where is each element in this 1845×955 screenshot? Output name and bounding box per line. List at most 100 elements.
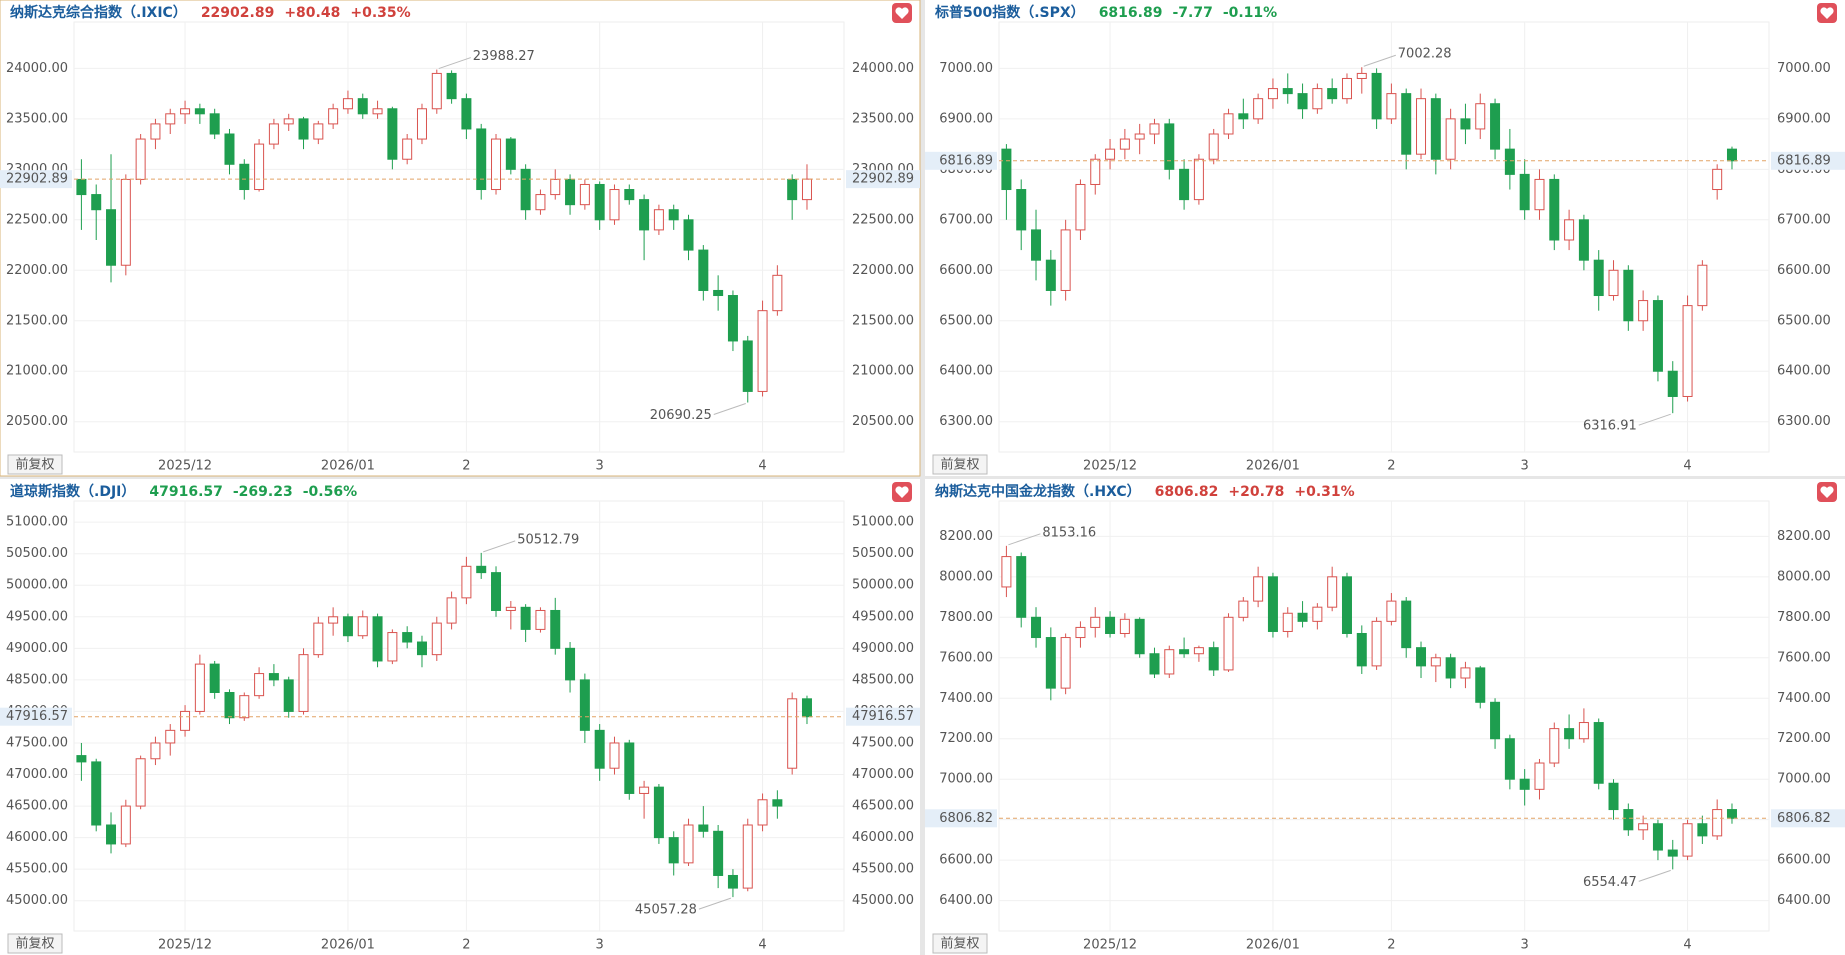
candle-body bbox=[727, 874, 738, 889]
candle-body bbox=[683, 824, 694, 864]
candle-body bbox=[1608, 782, 1619, 811]
chart-title: 纳斯达克中国金龙指数（.HXC） bbox=[935, 483, 1141, 500]
favorite-button[interactable] bbox=[1817, 3, 1837, 23]
candle-body bbox=[668, 837, 679, 864]
y-tick-label-right: 51000.00 bbox=[852, 515, 914, 530]
candle-body bbox=[1297, 612, 1308, 622]
chart-header: 纳斯达克综合指数（.IXIC） 22902.89 +80.48 +0.35% bbox=[10, 4, 411, 21]
candle-body bbox=[372, 616, 383, 662]
last-price-label-right: 22902.89 bbox=[852, 172, 914, 187]
candle-body bbox=[1608, 269, 1619, 297]
candle-body bbox=[357, 616, 368, 637]
candle-body bbox=[742, 340, 753, 392]
candle-body bbox=[1638, 300, 1649, 322]
adjust-button[interactable] bbox=[7, 933, 63, 954]
candle-body bbox=[328, 616, 339, 624]
candle-body bbox=[550, 178, 561, 196]
y-tick-label-left: 7000.00 bbox=[939, 61, 993, 76]
candle-body bbox=[698, 249, 709, 291]
candle-body bbox=[742, 824, 753, 889]
candle-body bbox=[194, 108, 205, 115]
candle-body bbox=[1075, 183, 1086, 231]
candle-body bbox=[1726, 148, 1737, 162]
x-tick-label: 4 bbox=[1683, 459, 1691, 474]
max-label: 8153.16 bbox=[1042, 525, 1096, 540]
header-last: 47916.57 bbox=[149, 484, 223, 500]
favorite-button[interactable] bbox=[892, 482, 912, 502]
candle-body bbox=[1031, 616, 1042, 639]
y-tick-label-left: 6600.00 bbox=[939, 263, 993, 278]
header-change: -269.23 bbox=[233, 484, 293, 500]
header-change-pct: -0.56% bbox=[303, 484, 357, 500]
candle-body bbox=[1179, 649, 1190, 655]
candle-body bbox=[535, 194, 546, 211]
candle-body bbox=[165, 113, 176, 125]
candle-body bbox=[1179, 168, 1190, 201]
candle-body bbox=[550, 609, 561, 649]
y-tick-label-left: 21000.00 bbox=[6, 364, 68, 379]
y-tick-label-left: 45000.00 bbox=[6, 893, 68, 908]
candle-body bbox=[594, 183, 605, 221]
last-price-label-left: 22902.89 bbox=[6, 172, 68, 187]
y-tick-label-right: 20500.00 bbox=[852, 414, 914, 429]
candle-body bbox=[624, 742, 635, 794]
candle-body bbox=[1475, 667, 1486, 703]
candle-body bbox=[1253, 576, 1264, 602]
candle-body bbox=[1223, 616, 1234, 671]
candle-body bbox=[1534, 762, 1545, 790]
max-leader bbox=[1008, 533, 1041, 546]
candle-body bbox=[1282, 612, 1293, 632]
candle-body bbox=[1060, 229, 1071, 291]
candle-body bbox=[757, 799, 768, 826]
y-tick-label-left: 22000.00 bbox=[6, 263, 68, 278]
y-tick-label-right: 21000.00 bbox=[852, 364, 914, 379]
candle-body bbox=[1564, 219, 1575, 241]
candle-body bbox=[239, 695, 250, 719]
candle-body bbox=[283, 118, 294, 125]
y-tick-label-right: 6600.00 bbox=[1777, 853, 1831, 868]
candle-body bbox=[520, 168, 531, 211]
header-last: 6816.89 bbox=[1099, 5, 1163, 21]
candle-body bbox=[1534, 178, 1545, 211]
candle-body bbox=[1519, 173, 1530, 211]
candle-body bbox=[639, 786, 650, 794]
candle-body bbox=[520, 606, 531, 630]
adjust-button[interactable] bbox=[932, 933, 988, 954]
candle-body bbox=[91, 761, 102, 826]
candle-body bbox=[224, 692, 235, 719]
candle-body bbox=[209, 113, 220, 135]
candle-body bbox=[1460, 667, 1471, 679]
adjust-button[interactable] bbox=[932, 454, 988, 475]
candle-body bbox=[624, 189, 635, 201]
max-leader bbox=[483, 540, 516, 553]
favorite-button[interactable] bbox=[892, 3, 912, 23]
candle-body bbox=[194, 663, 205, 712]
max-label: 7002.28 bbox=[1398, 47, 1452, 62]
candle-body bbox=[1090, 616, 1101, 628]
candle-body bbox=[1578, 219, 1589, 261]
y-tick-label-left: 22500.00 bbox=[6, 212, 68, 227]
candle-body bbox=[1016, 189, 1027, 231]
x-tick-label: 3 bbox=[596, 938, 604, 953]
x-tick-label: 2 bbox=[1387, 938, 1395, 953]
y-tick-label-left: 46500.00 bbox=[6, 799, 68, 814]
candle-body bbox=[254, 143, 265, 191]
adjust-button[interactable] bbox=[7, 454, 63, 475]
y-tick-label-left: 6300.00 bbox=[939, 414, 993, 429]
y-tick-label-right: 45500.00 bbox=[852, 862, 914, 877]
candle-body bbox=[609, 742, 620, 769]
favorite-button[interactable] bbox=[1817, 482, 1837, 502]
candle-body bbox=[1016, 556, 1027, 618]
candle-body bbox=[1134, 133, 1145, 140]
candle-body bbox=[135, 138, 146, 180]
last-price-box-right bbox=[1771, 151, 1845, 170]
y-tick-label-left: 7200.00 bbox=[939, 731, 993, 746]
y-tick-label-right: 21500.00 bbox=[852, 313, 914, 328]
x-tick-label: 3 bbox=[596, 459, 604, 474]
candle-body bbox=[1490, 103, 1501, 150]
candle-body bbox=[150, 742, 161, 760]
last-price-label-left: 47916.57 bbox=[6, 709, 68, 724]
candle-body bbox=[91, 194, 102, 211]
adjust-label: 前复权 bbox=[15, 457, 54, 473]
candle-body bbox=[313, 622, 324, 656]
